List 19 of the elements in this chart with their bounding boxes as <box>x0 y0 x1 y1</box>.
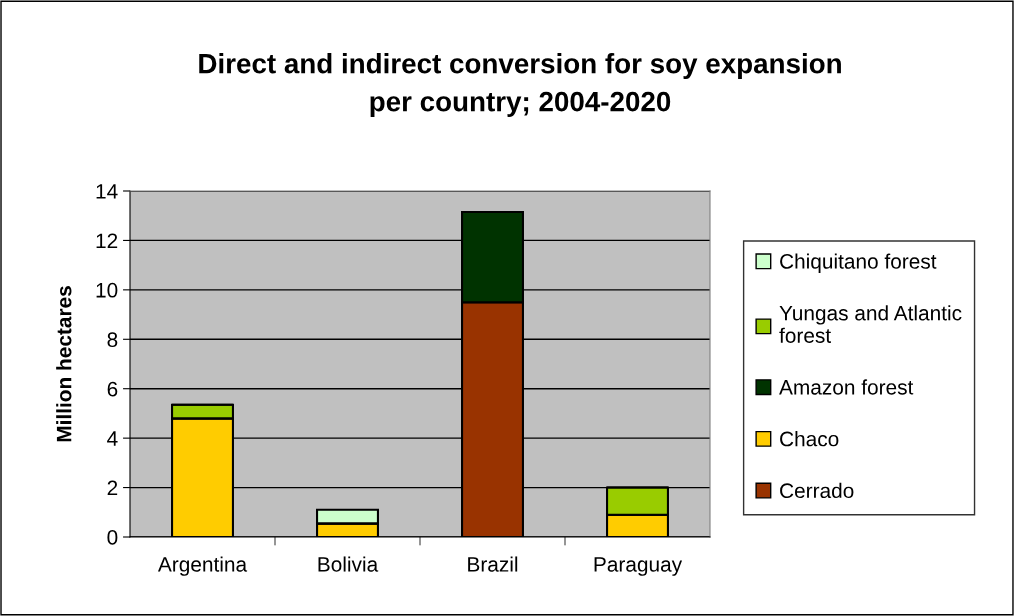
y-tick-label: 8 <box>107 332 118 348</box>
y-axis-title: Million hectares <box>56 286 72 442</box>
y-tick-label: 0 <box>107 530 118 545</box>
x-tick-label: Brazil <box>468 556 518 572</box>
legend-label: Amazon forest <box>779 379 914 395</box>
legend-label: Chaco <box>780 431 839 447</box>
y-tick-label: 2 <box>107 480 118 496</box>
x-tick-label: Paraguay <box>594 557 683 576</box>
y-tick-label: 4 <box>107 431 118 446</box>
legend-label: Chiquitano forest <box>780 253 937 273</box>
x-tick-label: Argentina <box>157 556 248 576</box>
legend-label: Yungas and Atlantic forest <box>779 305 962 343</box>
legend-label: Cerrado <box>780 482 854 499</box>
y-tick-label: 12 <box>96 233 118 248</box>
y-tick-label: 6 <box>107 381 118 397</box>
x-tick-label: Bolivia <box>318 556 379 572</box>
chart-title: Direct and indirect conversion for soy expansion per country; 2004-2020 <box>199 53 841 117</box>
y-tick-label: 14 <box>96 184 118 199</box>
y-tick-label: 10 <box>96 282 118 298</box>
